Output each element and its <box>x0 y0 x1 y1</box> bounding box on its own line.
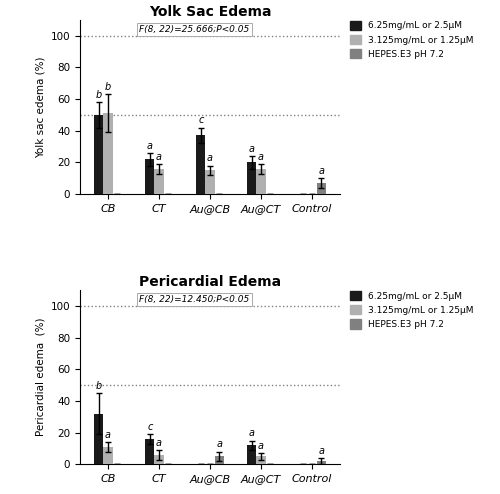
Bar <box>214 456 224 464</box>
Legend: 6.25mg/mL or 2.5μM, 3.125mg/mL or 1.25μM, HEPES.E3 pH 7.2: 6.25mg/mL or 2.5μM, 3.125mg/mL or 1.25μM… <box>350 21 474 59</box>
Bar <box>146 159 154 194</box>
Title: Yolk Sac Edema: Yolk Sac Edema <box>149 4 271 19</box>
Bar <box>104 113 112 194</box>
Bar <box>256 456 266 464</box>
Legend: 6.25mg/mL or 2.5μM, 3.125mg/mL or 1.25μM, HEPES.E3 pH 7.2: 6.25mg/mL or 2.5μM, 3.125mg/mL or 1.25μM… <box>350 291 474 329</box>
Text: F(8, 22)=25.666;P<0.05: F(8, 22)=25.666;P<0.05 <box>140 25 250 34</box>
Y-axis label: Yolk sac edema (%): Yolk sac edema (%) <box>35 56 45 158</box>
Text: a: a <box>249 428 255 438</box>
Text: a: a <box>318 446 324 455</box>
Text: a: a <box>156 438 162 448</box>
Bar <box>154 455 164 464</box>
Text: b: b <box>96 381 102 391</box>
Title: Pericardial Edema: Pericardial Edema <box>139 275 281 289</box>
Text: c: c <box>147 422 152 432</box>
Text: a: a <box>258 441 264 451</box>
Text: a: a <box>207 153 213 163</box>
Bar <box>154 169 164 194</box>
Text: c: c <box>198 115 203 125</box>
Text: a: a <box>147 140 153 151</box>
Bar <box>206 170 214 194</box>
Bar <box>256 169 266 194</box>
Text: b: b <box>96 90 102 100</box>
Bar <box>316 461 326 464</box>
Text: a: a <box>258 152 264 162</box>
Bar <box>247 445 256 464</box>
Bar <box>94 413 104 464</box>
Text: a: a <box>249 144 255 154</box>
Bar <box>94 115 104 194</box>
Text: a: a <box>318 166 324 176</box>
Text: a: a <box>216 439 222 450</box>
Bar <box>146 439 154 464</box>
Bar <box>316 183 326 194</box>
Bar <box>196 135 205 194</box>
Y-axis label: Pericardial edema  (%): Pericardial edema (%) <box>35 318 45 436</box>
Bar <box>104 447 112 464</box>
Bar <box>247 163 256 194</box>
Text: b: b <box>105 82 111 92</box>
Text: a: a <box>105 430 111 440</box>
Text: F(8, 22)=12.450;P<0.05: F(8, 22)=12.450;P<0.05 <box>140 295 250 304</box>
Text: a: a <box>156 152 162 162</box>
